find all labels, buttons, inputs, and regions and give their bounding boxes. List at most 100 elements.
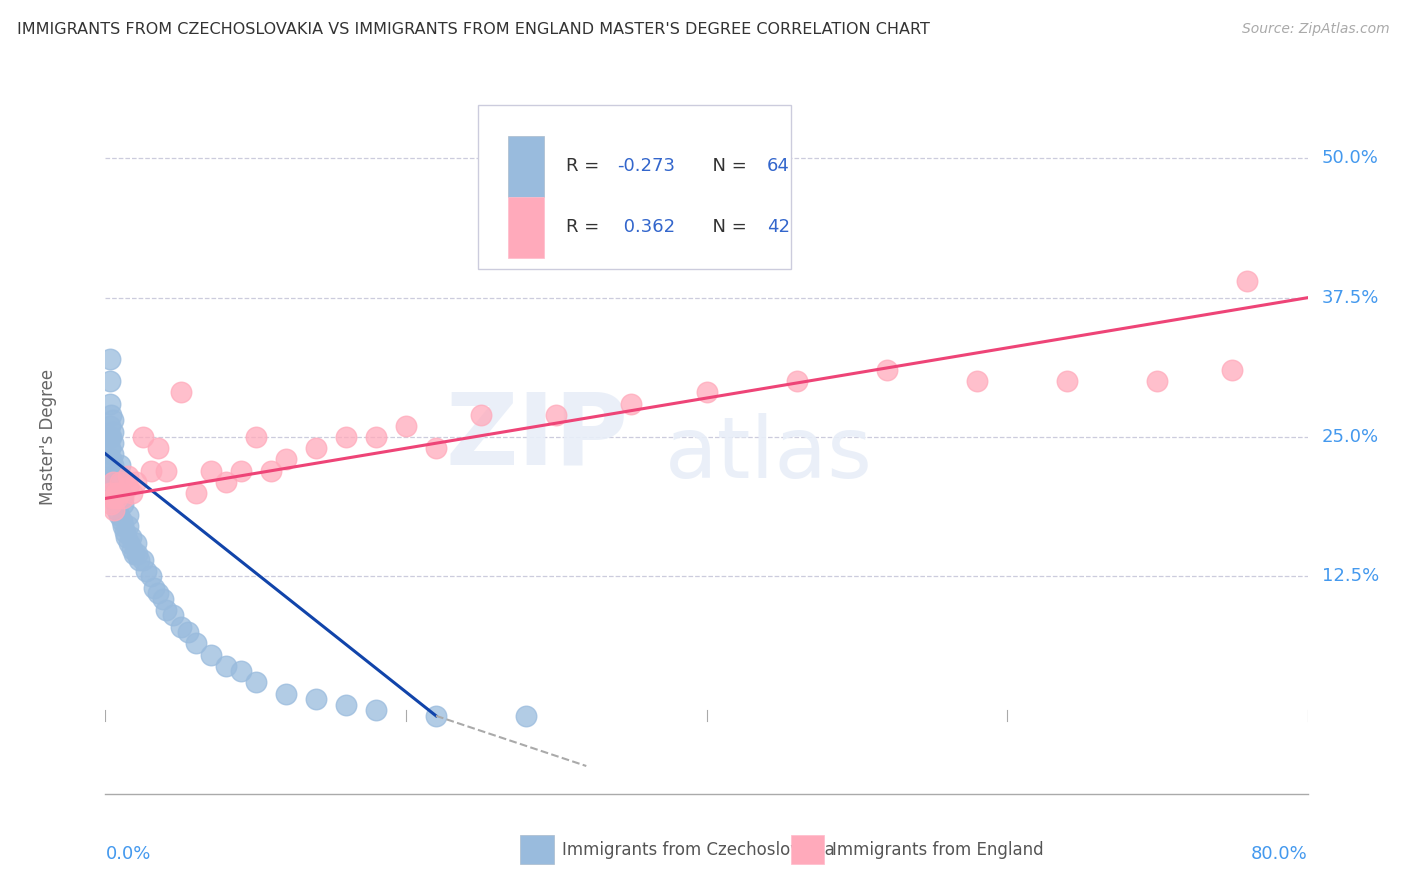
- Text: 37.5%: 37.5%: [1322, 289, 1379, 307]
- Point: [101, 435, 124, 450]
- Point: [966, 374, 988, 388]
- Point: [100, 497, 122, 511]
- Point: [214, 475, 236, 489]
- Point: [117, 469, 139, 483]
- Point: [121, 541, 143, 556]
- Point: [100, 475, 122, 489]
- Text: 80.0%: 80.0%: [1251, 846, 1308, 863]
- Point: [118, 536, 141, 550]
- Point: [229, 664, 252, 678]
- Point: [155, 464, 177, 478]
- Text: Master's Degree: Master's Degree: [39, 369, 56, 505]
- Point: [305, 692, 328, 706]
- Point: [112, 519, 135, 533]
- Point: [107, 502, 129, 516]
- Bar: [790, 835, 824, 863]
- Point: [101, 413, 124, 427]
- Text: 0.362: 0.362: [617, 219, 675, 236]
- Point: [124, 475, 146, 489]
- Point: [125, 547, 148, 561]
- Text: N =: N =: [700, 157, 752, 175]
- Point: [120, 530, 142, 544]
- Text: 0.0%: 0.0%: [105, 846, 150, 863]
- Text: 50.0%: 50.0%: [1322, 149, 1379, 168]
- Point: [260, 464, 283, 478]
- Bar: [508, 197, 544, 258]
- Point: [515, 708, 537, 723]
- Point: [696, 385, 718, 400]
- Point: [364, 430, 387, 444]
- Point: [107, 480, 129, 494]
- Point: [786, 374, 808, 388]
- Point: [104, 485, 127, 500]
- Point: [98, 374, 121, 388]
- Point: [108, 508, 131, 522]
- Point: [274, 687, 297, 701]
- Point: [122, 547, 145, 561]
- Point: [98, 430, 121, 444]
- Text: 42: 42: [766, 219, 790, 236]
- Point: [200, 464, 222, 478]
- Point: [98, 485, 121, 500]
- Point: [152, 591, 174, 606]
- Point: [146, 441, 169, 455]
- Point: [110, 485, 132, 500]
- Point: [101, 491, 124, 506]
- Point: [139, 464, 162, 478]
- Point: [112, 497, 135, 511]
- Point: [128, 552, 150, 567]
- Point: [169, 619, 191, 633]
- Point: [162, 608, 184, 623]
- Point: [117, 508, 139, 522]
- Text: 25.0%: 25.0%: [1322, 428, 1379, 446]
- Point: [139, 569, 162, 583]
- Point: [104, 497, 127, 511]
- Point: [115, 530, 138, 544]
- Text: Immigrants from Czechoslovakia: Immigrants from Czechoslovakia: [562, 840, 835, 858]
- Point: [101, 447, 124, 461]
- Text: 12.5%: 12.5%: [1322, 567, 1379, 585]
- FancyBboxPatch shape: [478, 105, 790, 269]
- Point: [364, 703, 387, 717]
- Point: [98, 396, 121, 410]
- Point: [100, 430, 122, 444]
- Point: [124, 536, 146, 550]
- Point: [98, 418, 121, 433]
- Point: [146, 586, 169, 600]
- Point: [117, 480, 139, 494]
- Point: [101, 475, 124, 489]
- Point: [103, 469, 125, 483]
- Point: [229, 464, 252, 478]
- Point: [169, 385, 191, 400]
- Point: [395, 418, 418, 433]
- Point: [245, 430, 267, 444]
- Point: [1146, 374, 1168, 388]
- Point: [1236, 274, 1258, 288]
- Point: [425, 708, 447, 723]
- Point: [110, 458, 132, 472]
- Point: [98, 441, 121, 455]
- Point: [101, 458, 124, 472]
- Text: atlas: atlas: [665, 413, 873, 497]
- Point: [335, 698, 357, 712]
- Point: [107, 491, 129, 506]
- Point: [111, 491, 134, 506]
- Point: [132, 552, 155, 567]
- Point: [184, 636, 207, 650]
- Point: [111, 514, 134, 528]
- Point: [305, 441, 328, 455]
- Point: [121, 485, 143, 500]
- Point: [200, 648, 222, 662]
- Point: [117, 519, 139, 533]
- Point: [101, 425, 124, 439]
- Text: N =: N =: [700, 219, 752, 236]
- Text: Source: ZipAtlas.com: Source: ZipAtlas.com: [1241, 22, 1389, 37]
- Point: [177, 625, 200, 640]
- Text: R =: R =: [565, 157, 605, 175]
- Point: [98, 351, 121, 366]
- Point: [245, 675, 267, 690]
- Text: Immigrants from England: Immigrants from England: [831, 840, 1043, 858]
- Point: [214, 658, 236, 673]
- Point: [155, 603, 177, 617]
- Point: [546, 408, 568, 422]
